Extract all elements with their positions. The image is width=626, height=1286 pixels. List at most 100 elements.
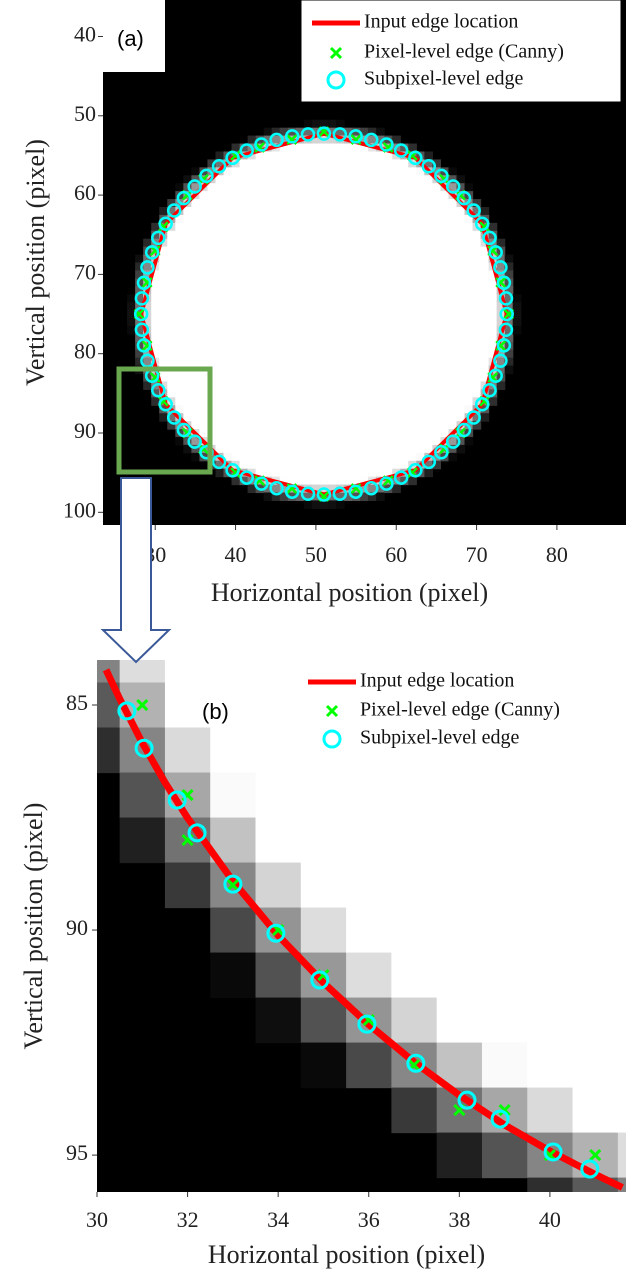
image-pixel	[175, 381, 184, 390]
image-pixel	[392, 175, 401, 184]
image-pixel	[183, 358, 192, 367]
image-pixel	[207, 255, 216, 264]
image-pixel	[432, 405, 441, 414]
image-pixel	[328, 207, 337, 216]
image-pixel	[312, 191, 321, 200]
image-pixel	[256, 953, 302, 999]
image-pixel	[272, 342, 281, 351]
image-pixel	[344, 453, 353, 462]
image-pixel	[360, 469, 369, 478]
image-pixel	[489, 318, 498, 327]
image-pixel	[210, 637, 256, 683]
image-pixel	[456, 215, 465, 224]
image-pixel	[199, 294, 208, 303]
image-pixel	[336, 437, 345, 446]
image-pixel	[432, 350, 441, 359]
image-pixel	[336, 453, 345, 462]
image-pixel	[456, 334, 465, 343]
image-pixel	[440, 405, 449, 414]
image-pixel	[400, 413, 409, 422]
image-pixel	[392, 413, 401, 422]
image-pixel	[432, 358, 441, 367]
image-pixel	[280, 215, 289, 224]
image-pixel	[400, 270, 409, 279]
image-pixel	[320, 350, 329, 359]
image-pixel	[167, 239, 176, 248]
image-pixel	[368, 413, 377, 422]
image-pixel	[360, 167, 369, 176]
image-pixel	[416, 255, 425, 264]
image-pixel	[288, 429, 297, 438]
image-pixel	[240, 278, 249, 287]
image-pixel	[344, 318, 353, 327]
image-pixel	[207, 405, 216, 414]
image-pixel	[296, 215, 305, 224]
image-pixel	[352, 405, 361, 414]
image-pixel	[505, 255, 514, 264]
image-pixel	[336, 231, 345, 240]
image-pixel	[296, 270, 305, 279]
x-tick-label: 40	[539, 1207, 561, 1232]
image-pixel	[183, 278, 192, 287]
image-pixel	[618, 908, 626, 954]
image-pixel	[344, 207, 353, 216]
image-pixel	[432, 255, 441, 264]
image-pixel	[256, 389, 265, 398]
image-pixel	[400, 350, 409, 359]
image-pixel	[344, 223, 353, 232]
image-pixel	[224, 239, 233, 248]
image-pixel	[232, 263, 241, 272]
image-pixel	[256, 199, 265, 208]
image-pixel	[392, 405, 401, 414]
image-pixel	[264, 199, 273, 208]
y-axis-label: Vertical position (pixel)	[19, 803, 48, 1050]
image-pixel	[304, 350, 313, 359]
image-pixel	[344, 144, 353, 153]
image-pixel	[159, 286, 168, 295]
image-pixel	[224, 223, 233, 232]
image-pixel	[392, 263, 401, 272]
image-pixel	[280, 270, 289, 279]
image-pixel	[432, 247, 441, 256]
image-pixel	[424, 151, 433, 160]
image-pixel	[207, 302, 216, 311]
image-pixel	[344, 429, 353, 438]
image-pixel	[304, 207, 313, 216]
image-pixel	[344, 389, 353, 398]
image-pixel	[280, 318, 289, 327]
image-pixel	[481, 207, 490, 216]
image-pixel	[513, 310, 522, 319]
image-pixel	[416, 358, 425, 367]
image-pixel	[199, 350, 208, 359]
image-pixel	[199, 223, 208, 232]
legend: Input edge locationPixel-level edge (Can…	[298, 661, 620, 755]
image-pixel	[288, 350, 297, 359]
image-pixel	[191, 223, 200, 232]
image-pixel	[336, 120, 345, 129]
image-pixel	[272, 302, 281, 311]
image-pixel	[456, 278, 465, 287]
image-pixel	[416, 397, 425, 406]
image-pixel	[224, 366, 233, 375]
image-pixel	[328, 461, 337, 470]
image-pixel	[352, 421, 361, 430]
image-pixel	[304, 318, 313, 327]
image-pixel	[207, 381, 216, 390]
image-pixel	[280, 350, 289, 359]
image-pixel	[376, 389, 385, 398]
image-pixel	[376, 350, 385, 359]
image-pixel	[320, 167, 329, 176]
image-pixel	[165, 863, 211, 909]
image-pixel	[456, 302, 465, 311]
image-pixel	[272, 270, 281, 279]
image-pixel	[199, 397, 208, 406]
image-pixel	[416, 413, 425, 422]
image-pixel	[304, 223, 313, 232]
image-pixel	[408, 263, 417, 272]
image-pixel	[256, 350, 265, 359]
image-pixel	[384, 191, 393, 200]
image-pixel	[304, 215, 313, 224]
image-pixel	[424, 358, 433, 367]
image-pixel	[312, 374, 321, 383]
image-pixel	[248, 389, 257, 398]
